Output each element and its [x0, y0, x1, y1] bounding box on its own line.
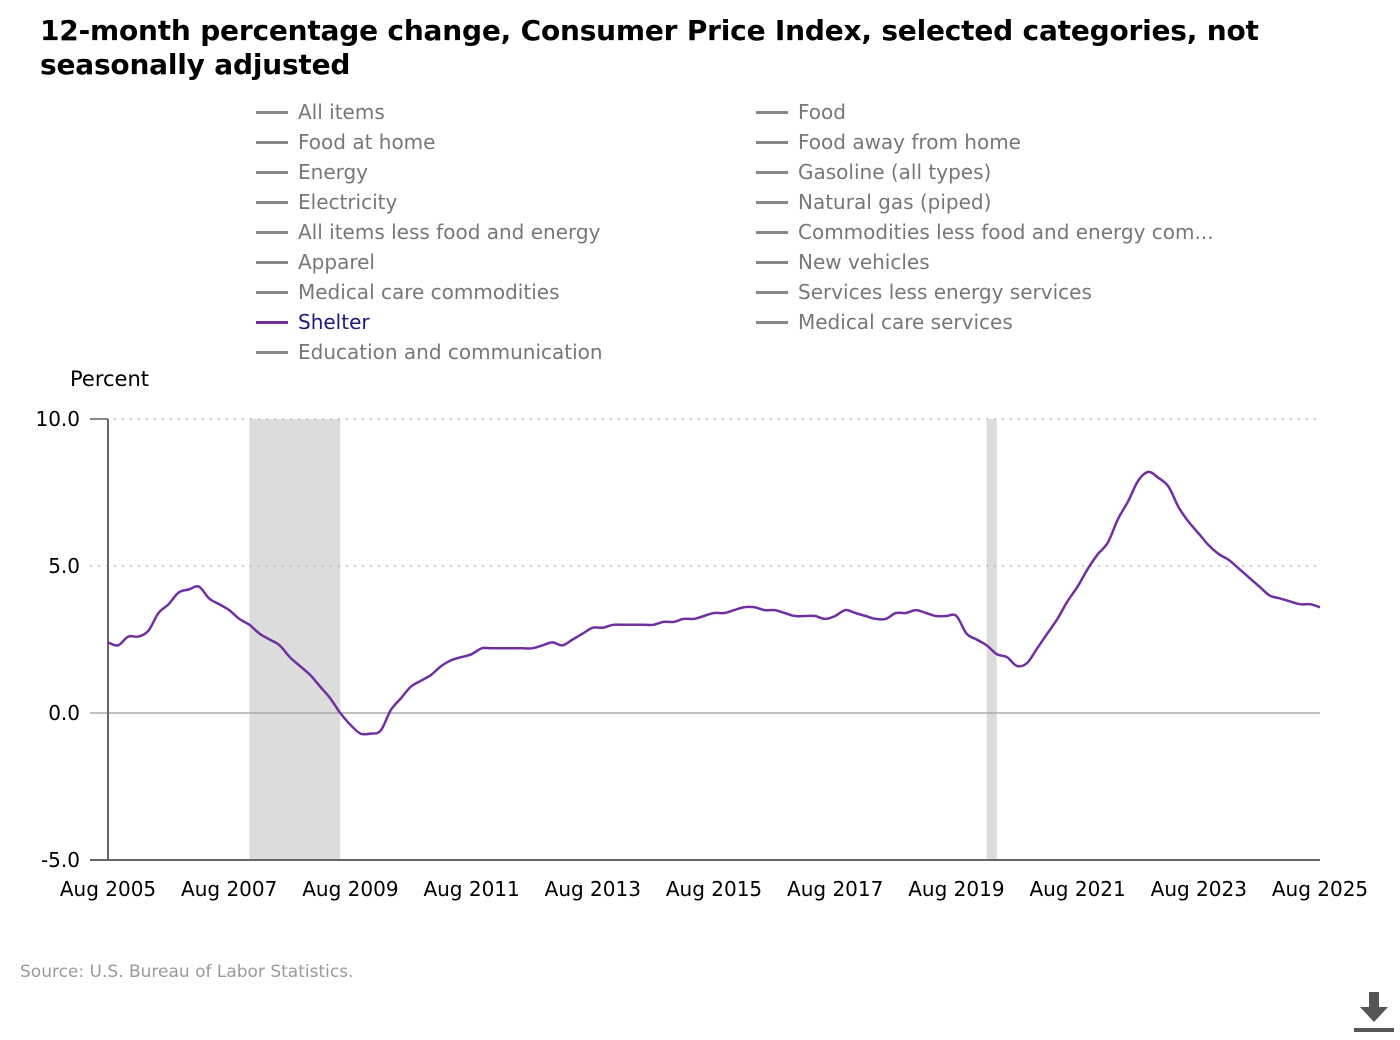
legend-swatch: [256, 350, 288, 354]
legend-item[interactable]: Electricity: [256, 187, 756, 217]
legend-swatch: [756, 110, 788, 114]
legend-label: Food: [798, 100, 846, 124]
legend-label: Natural gas (piped): [798, 190, 992, 214]
legend-swatch: [756, 260, 788, 264]
legend-label: Apparel: [298, 250, 375, 274]
legend-label: Food away from home: [798, 130, 1021, 154]
legend-item[interactable]: Apparel: [256, 247, 756, 277]
x-tick-label: Aug 2025: [1272, 877, 1368, 901]
recession-bands: [249, 419, 997, 860]
legend-item[interactable]: Medical care commodities: [256, 277, 756, 307]
legend-item[interactable]: Energy: [256, 157, 756, 187]
source-note: Source: U.S. Bureau of Labor Statistics.: [20, 962, 354, 982]
y-tick-label: 5.0: [48, 554, 80, 578]
series-line-shelter[interactable]: [107, 470, 1321, 736]
legend-swatch: [256, 200, 288, 204]
legend-swatch: [256, 320, 288, 324]
x-tick-label: Aug 2019: [908, 877, 1004, 901]
line-chart: 10.05.00.0-5.0 Aug 2005 Aug 2007 Aug 2009 A…: [35, 407, 1368, 901]
legend-label: Medical care commodities: [298, 280, 560, 304]
legend-label: New vehicles: [798, 250, 930, 274]
legend-swatch: [256, 170, 288, 174]
y-axis-label: Percent: [70, 367, 150, 391]
legend-swatch: [756, 200, 788, 204]
y-tick-label: -5.0: [41, 848, 80, 872]
legend-swatch: [256, 110, 288, 114]
legend-item[interactable]: Medical care services: [756, 307, 1256, 337]
legend-swatch: [256, 290, 288, 294]
legend-swatch: [756, 140, 788, 144]
legend-item[interactable]: Food: [756, 97, 1256, 127]
x-tick-labels: Aug 2005 Aug 2007 Aug 2009 Aug 2011 Aug 2013…: [60, 877, 1368, 901]
chart-title: 12-month percentage change, Consumer Pri…: [40, 14, 1259, 81]
y-tick-label: 0.0: [48, 701, 80, 725]
legend-swatch: [256, 140, 288, 144]
x-tick-label: Aug 2015: [666, 877, 762, 901]
legend: All items Food Food at home Food away from …: [256, 97, 1256, 367]
legend-item[interactable]: Education and communication: [256, 337, 756, 367]
x-tick-label: Aug 2011: [423, 877, 519, 901]
y-tick-label: 10.0: [35, 407, 80, 431]
legend-item[interactable]: Food away from home: [756, 127, 1256, 157]
x-tick-label: Aug 2021: [1029, 877, 1125, 901]
series-layer: [107, 470, 1321, 736]
legend-item[interactable]: Commodities less food and energy com...: [756, 217, 1256, 247]
legend-label: Energy: [298, 160, 369, 184]
legend-item[interactable]: Services less energy services: [756, 277, 1256, 307]
legend-swatch: [256, 230, 288, 234]
legend-label: Commodities less food and energy com...: [798, 220, 1214, 244]
legend-item[interactable]: Food at home: [256, 127, 756, 157]
x-tick-label: Aug 2023: [1151, 877, 1247, 901]
x-tick-label: Aug 2007: [181, 877, 277, 901]
x-tick-label: Aug 2017: [787, 877, 883, 901]
legend-item[interactable]: Natural gas (piped): [756, 187, 1256, 217]
legend-swatch: [756, 320, 788, 324]
legend-swatch: [756, 170, 788, 174]
legend-label: Medical care services: [798, 310, 1013, 334]
x-tick-label: Aug 2005: [60, 877, 156, 901]
legend-label: All items: [298, 100, 385, 124]
x-tick-label: Aug 2013: [545, 877, 641, 901]
x-tick-label: Aug 2009: [302, 877, 398, 901]
recession-band: [986, 419, 997, 860]
legend-swatch: [256, 260, 288, 264]
legend-swatch: [756, 290, 788, 294]
legend-label: All items less food and energy: [298, 220, 601, 244]
legend-label: Education and communication: [298, 340, 603, 364]
legend-item[interactable]: All items: [256, 97, 756, 127]
axes: [90, 418, 1320, 861]
legend-label: Services less energy services: [798, 280, 1092, 304]
y-tick-labels: 10.0 5.0 0.0 -5.0: [35, 407, 80, 872]
legend-swatch: [756, 230, 788, 234]
legend-label: Food at home: [298, 130, 436, 154]
legend-item[interactable]: Gasoline (all types): [756, 157, 1256, 187]
download-icon[interactable]: [1352, 990, 1396, 1034]
legend-label: Shelter: [298, 310, 370, 334]
legend-item[interactable]: New vehicles: [756, 247, 1256, 277]
legend-label: Gasoline (all types): [798, 160, 992, 184]
legend-item[interactable]: All items less food and energy: [256, 217, 756, 247]
gridlines: [90, 418, 1320, 714]
legend-label: Electricity: [298, 190, 398, 214]
recession-band: [249, 419, 341, 860]
legend-item[interactable]: Shelter: [256, 307, 756, 337]
